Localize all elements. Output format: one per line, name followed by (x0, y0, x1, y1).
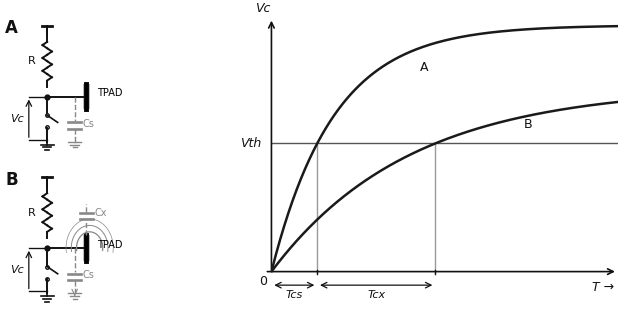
Text: Cs: Cs (82, 270, 94, 280)
Text: Tcx: Tcx (367, 290, 385, 300)
Text: A: A (419, 62, 428, 74)
Text: Cx: Cx (94, 208, 107, 218)
Bar (84, 235, 90, 261)
Text: B: B (5, 171, 18, 189)
Text: TPAD: TPAD (97, 88, 122, 99)
Text: R: R (27, 207, 36, 218)
Text: Vc: Vc (10, 265, 24, 276)
Text: Vc: Vc (10, 114, 24, 124)
Text: Cs: Cs (82, 119, 94, 129)
Text: R: R (27, 56, 36, 66)
Text: B: B (524, 118, 532, 131)
Text: Vc: Vc (255, 2, 270, 15)
Text: A: A (5, 19, 18, 37)
Text: TPAD: TPAD (97, 240, 122, 250)
Text: Tcs: Tcs (286, 290, 303, 300)
Text: Vth: Vth (240, 137, 261, 150)
Bar (84, 84, 90, 109)
Text: 0: 0 (259, 275, 267, 288)
Text: T →: T → (592, 281, 614, 294)
